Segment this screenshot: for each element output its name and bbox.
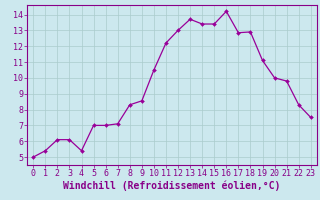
X-axis label: Windchill (Refroidissement éolien,°C): Windchill (Refroidissement éolien,°C) — [63, 181, 281, 191]
